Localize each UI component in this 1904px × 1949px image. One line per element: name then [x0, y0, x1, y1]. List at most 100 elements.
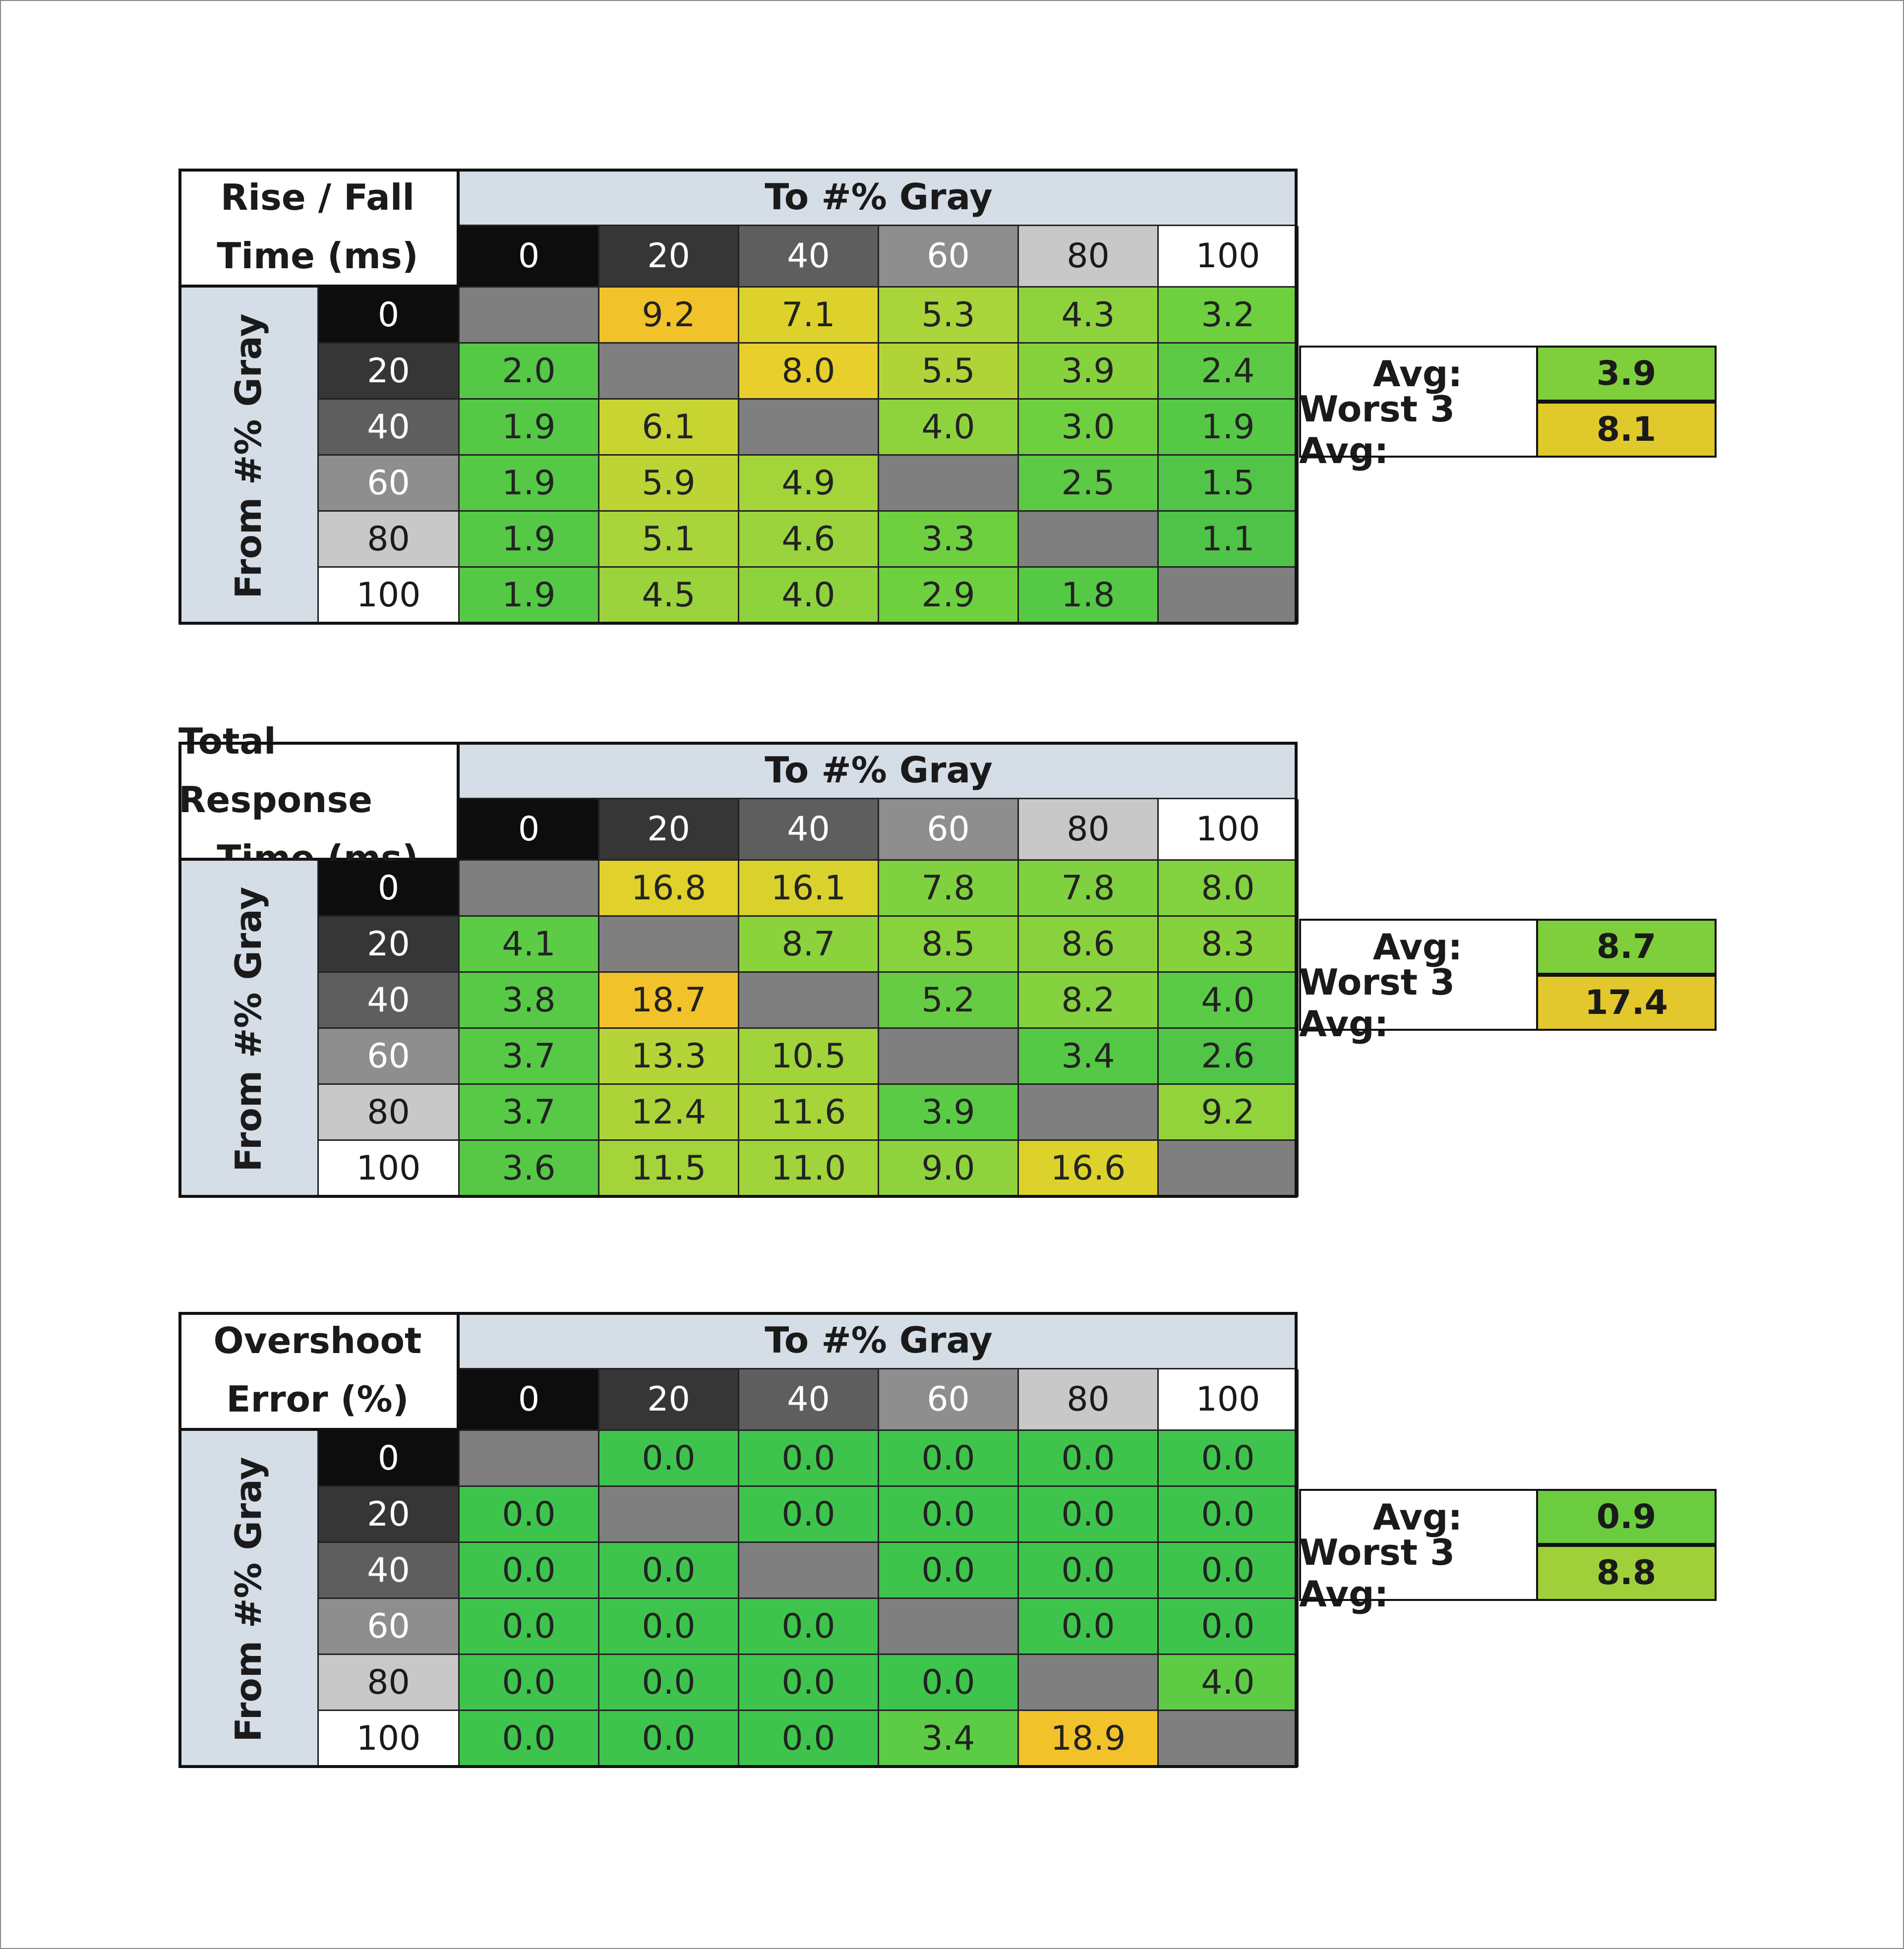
heatmap-cell: 5.2: [879, 973, 1019, 1029]
table-title: Total Response Time (ms): [178, 720, 460, 879]
row-header: 20: [319, 917, 460, 973]
diagonal-cell: [879, 1599, 1019, 1655]
table-title-line2: Time (ms): [217, 235, 418, 277]
heatmap-cell: 0.0: [739, 1431, 879, 1487]
heatmap-cell: 8.0: [739, 344, 879, 400]
worst3-avg-value: 8.1: [1536, 402, 1717, 458]
column-header: 20: [599, 1369, 739, 1431]
x-axis-label: To #% Gray: [460, 1312, 1298, 1369]
column-header: 0: [460, 226, 599, 288]
heatmap-cell: 4.0: [879, 400, 1019, 456]
column-header: 100: [1159, 1369, 1299, 1431]
worst3-avg-label: Worst 3 Avg:: [1299, 388, 1536, 472]
heatmap-cell: 0.0: [1019, 1599, 1159, 1655]
heatmap-cell: 1.5: [1159, 456, 1299, 512]
table-title-line1: Total Response: [178, 720, 373, 821]
heatmap-cell: 4.5: [599, 568, 739, 624]
table-title-line2: Error (%): [226, 1378, 409, 1420]
row-header: 80: [319, 512, 460, 568]
diagonal-cell: [879, 1029, 1019, 1085]
worst3-avg-label: Worst 3 Avg:: [1299, 961, 1536, 1045]
heatmap-cell: 9.2: [1159, 1085, 1299, 1141]
diagonal-cell: [599, 1487, 739, 1543]
avg-label: Avg:: [1299, 1489, 1536, 1545]
summary-box: Avg: 0.9 Worst 3 Avg: 8.8: [1299, 1489, 1717, 1615]
heatmap-cell: 1.9: [460, 568, 599, 624]
heatmap-cell: 18.7: [599, 973, 739, 1029]
diagonal-cell: [1019, 512, 1159, 568]
heatmap-cell: 5.1: [599, 512, 739, 568]
row-header: 40: [319, 1543, 460, 1599]
avg-value: 0.9: [1536, 1489, 1717, 1545]
heatmap-cell: 16.6: [1019, 1141, 1159, 1197]
row-header: 0: [319, 288, 460, 344]
row-header: 60: [319, 456, 460, 512]
heatmap-cell: 4.0: [739, 568, 879, 624]
heatmap-cell: 4.6: [739, 512, 879, 568]
heatmap-cell: 1.9: [460, 400, 599, 456]
y-axis-label: From #% Gray: [228, 313, 269, 599]
column-header: 80: [1019, 799, 1159, 861]
diagonal-cell: [460, 288, 599, 344]
heatmap-cell: 0.0: [1019, 1431, 1159, 1487]
heatmap-cell: 0.0: [739, 1711, 879, 1767]
heatmap-cell: 11.6: [739, 1085, 879, 1141]
row-header: 60: [319, 1599, 460, 1655]
heatmap-table: Rise / Fall Time (ms) To #% Gray From #% Gr…: [178, 169, 1299, 625]
heatmap-cell: 6.1: [599, 400, 739, 456]
heatmap-cell: 4.3: [1019, 288, 1159, 344]
row-header: 80: [319, 1085, 460, 1141]
heatmap-cell: 16.1: [739, 861, 879, 917]
heatmap-cell: 0.0: [1159, 1599, 1299, 1655]
heatmap-cell: 1.9: [1159, 400, 1299, 456]
diagonal-cell: [460, 1431, 599, 1487]
heatmap-cell: 3.7: [460, 1029, 599, 1085]
y-axis-label-cell: From #% Gray: [178, 861, 319, 1198]
row-header: 20: [319, 1487, 460, 1543]
heatmap-cell: 0.0: [599, 1655, 739, 1711]
heatmap-cell: 1.1: [1159, 512, 1299, 568]
heatmap-cell: 4.1: [460, 917, 599, 973]
column-header: 20: [599, 799, 739, 861]
heatmap-cell: 8.3: [1159, 917, 1299, 973]
heatmap-cell: 11.5: [599, 1141, 739, 1197]
column-header: 60: [879, 1369, 1019, 1431]
heatmap-cell: 8.0: [1159, 861, 1299, 917]
heatmap-cell: 9.0: [879, 1141, 1019, 1197]
y-axis-label: From #% Gray: [228, 886, 269, 1172]
heatmap-cell: 7.1: [739, 288, 879, 344]
heatmap-cell: 2.6: [1159, 1029, 1299, 1085]
heatmap-cell: 8.2: [1019, 973, 1159, 1029]
column-header: 40: [739, 1369, 879, 1431]
heatmap-cell: 0.0: [1019, 1487, 1159, 1543]
y-axis-label-cell: From #% Gray: [178, 1431, 319, 1768]
heatmap-table: Overshoot Error (%) To #% Gray From #% Gray…: [178, 1312, 1299, 1768]
heatmap-cell: 0.0: [460, 1711, 599, 1767]
summary-box: Avg: 8.7 Worst 3 Avg: 17.4: [1299, 919, 1717, 1045]
heatmap-cell: 16.8: [599, 861, 739, 917]
heatmap-cell: 0.0: [599, 1711, 739, 1767]
diagonal-cell: [1159, 568, 1299, 624]
heatmap-cell: 3.9: [1019, 344, 1159, 400]
heatmap-cell: 5.9: [599, 456, 739, 512]
heatmap-cell: 3.0: [1019, 400, 1159, 456]
column-header: 0: [460, 1369, 599, 1431]
row-header: 80: [319, 1655, 460, 1711]
worst3-avg-label: Worst 3 Avg:: [1299, 1532, 1536, 1615]
heatmap-cell: 0.0: [739, 1487, 879, 1543]
heatmap-cell: 18.9: [1019, 1711, 1159, 1767]
column-header: 0: [460, 799, 599, 861]
heatmap-cell: 3.4: [879, 1711, 1019, 1767]
column-header: 20: [599, 226, 739, 288]
heatmap-cell: 3.7: [460, 1085, 599, 1141]
heatmap-cell: 0.0: [1159, 1487, 1299, 1543]
row-header: 0: [319, 861, 460, 917]
row-header: 100: [319, 1711, 460, 1767]
heatmap-cell: 3.9: [879, 1085, 1019, 1141]
heatmap-cell: 12.4: [599, 1085, 739, 1141]
worst3-avg-value: 8.8: [1536, 1545, 1717, 1601]
diagonal-cell: [1019, 1655, 1159, 1711]
heatmap-cell: 2.0: [460, 344, 599, 400]
diagonal-cell: [739, 1543, 879, 1599]
worst3-avg-value: 17.4: [1536, 975, 1717, 1031]
